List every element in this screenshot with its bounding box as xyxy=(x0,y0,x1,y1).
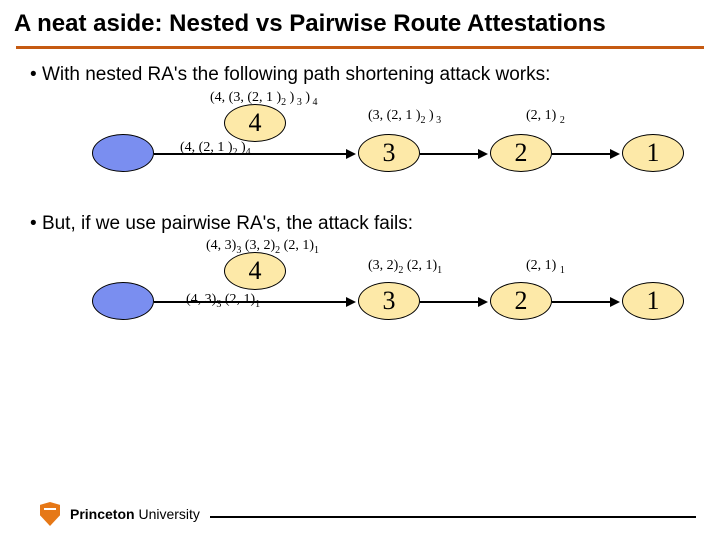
node-n4: 4 xyxy=(224,104,286,142)
edge-label: (2, 1) 1 xyxy=(526,258,565,276)
edge-label: (4, 3)3 (3, 2)2 (2, 1)1 xyxy=(206,238,319,256)
arrow-head-icon xyxy=(346,297,356,307)
edge-label: (2, 1) 2 xyxy=(526,108,565,126)
bullet-1: With nested RA's the following path shor… xyxy=(0,63,720,88)
title-underline xyxy=(16,46,704,49)
arrow-head-icon xyxy=(610,149,620,159)
edge-label: (3, (2, 1 )2 ) 3 xyxy=(368,108,441,126)
arrow-line xyxy=(420,301,480,303)
edge-label: (3, 2)2 (2, 1)1 xyxy=(368,258,442,276)
node-n1: 1 xyxy=(622,282,684,320)
footer-bold: Princeton xyxy=(70,506,135,522)
node-src xyxy=(92,134,154,172)
edge-label: (4, (3, (2, 1 )2 ) 3 ) 4 xyxy=(210,90,318,108)
arrow-line xyxy=(420,153,480,155)
diagram-nested: 4 3 2 1 (4, (3, (2, 1 )2 ) 3 ) 4 (4, (2, 1 )2… xyxy=(0,88,720,198)
bullet-2: But, if we use pairwise RA's, the attack… xyxy=(0,212,720,237)
footer-rest: University xyxy=(135,506,200,522)
arrow-head-icon xyxy=(610,297,620,307)
arrow-head-icon xyxy=(478,297,488,307)
diagram-pairwise: 4 3 2 1 (4, 3)3 (3, 2)2 (2, 1)1 (4, 3)3 (2, 1… xyxy=(0,236,720,346)
page-title: A neat aside: Nested vs Pairwise Route A… xyxy=(0,0,720,44)
node-n3: 3 xyxy=(358,134,420,172)
node-src xyxy=(92,282,154,320)
edge-label: (4, (2, 1 )2 )4 xyxy=(180,140,251,158)
arrow-head-icon xyxy=(478,149,488,159)
node-n1: 1 xyxy=(622,134,684,172)
princeton-shield-icon xyxy=(40,502,60,526)
edge-label: (4, 3)3 (2, 1)1 xyxy=(186,292,260,310)
footer-text: Princeton University xyxy=(70,506,200,522)
footer: Princeton University xyxy=(40,502,200,526)
arrow-line xyxy=(552,301,612,303)
arrow-line xyxy=(552,153,612,155)
node-n4: 4 xyxy=(224,252,286,290)
node-n2: 2 xyxy=(490,282,552,320)
footer-rule xyxy=(210,516,696,518)
node-n3: 3 xyxy=(358,282,420,320)
node-n2: 2 xyxy=(490,134,552,172)
arrow-head-icon xyxy=(346,149,356,159)
